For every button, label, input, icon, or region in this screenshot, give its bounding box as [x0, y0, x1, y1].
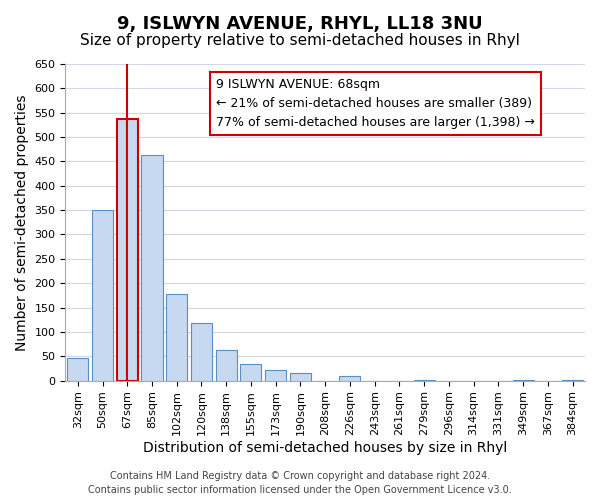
Bar [92, 210, 113, 380]
Bar [216, 350, 237, 380]
X-axis label: Distribution of semi-detached houses by size in Rhyl: Distribution of semi-detached houses by … [143, 441, 508, 455]
Bar [340, 376, 361, 380]
Text: 9 ISLWYN AVENUE: 68sqm
← 21% of semi-detached houses are smaller (389)
77% of se: 9 ISLWYN AVENUE: 68sqm ← 21% of semi-det… [216, 78, 535, 129]
Bar [290, 374, 311, 380]
Bar [265, 370, 286, 380]
Text: Size of property relative to semi-detached houses in Rhyl: Size of property relative to semi-detach… [80, 32, 520, 48]
Text: 9, ISLWYN AVENUE, RHYL, LL18 3NU: 9, ISLWYN AVENUE, RHYL, LL18 3NU [117, 15, 483, 33]
Text: Contains HM Land Registry data © Crown copyright and database right 2024.
Contai: Contains HM Land Registry data © Crown c… [88, 471, 512, 495]
Y-axis label: Number of semi-detached properties: Number of semi-detached properties [15, 94, 29, 350]
Bar [166, 294, 187, 380]
Bar [142, 155, 163, 380]
Bar [191, 323, 212, 380]
Bar [241, 364, 262, 380]
Bar [117, 119, 138, 380]
Bar [67, 358, 88, 380]
